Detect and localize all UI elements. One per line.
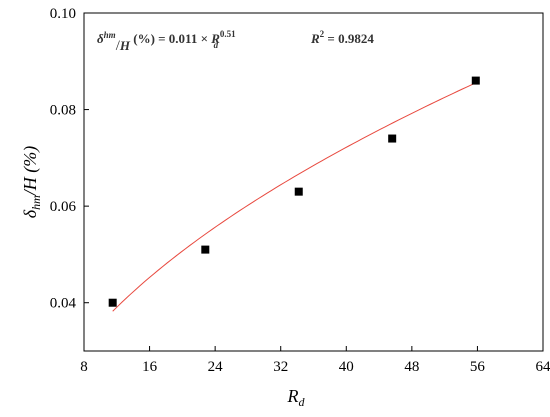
x-tick-label: 48 [404, 359, 419, 375]
x-tick-label: 16 [142, 359, 158, 375]
x-axis-title: Rd [287, 386, 306, 409]
fit-curve [112, 82, 476, 312]
y-axis-title: δhm/H (%) [20, 146, 43, 219]
data-points [108, 76, 480, 307]
x-tick-label: 64 [536, 359, 550, 375]
y-tick-label: 0.08 [50, 103, 76, 119]
y-tick-label: 0.04 [50, 296, 77, 312]
x-tick-label: 56 [470, 359, 486, 375]
x-tick-label: 24 [208, 359, 224, 375]
fit-equation: δhm/H (%) = 0.011 × R0.51 d [97, 29, 236, 54]
x-tick-label: 8 [80, 359, 88, 375]
y-axis: 0.04 0.06 0.08 0.10 [50, 6, 89, 312]
data-point [201, 245, 210, 254]
x-tick-label: 40 [339, 359, 354, 375]
plot-frame [83, 12, 544, 352]
data-point [388, 134, 397, 143]
y-tick-label: 0.06 [50, 199, 77, 215]
y-tick-label: 0.10 [50, 6, 76, 22]
x-axis: 8 16 24 32 40 48 56 64 [80, 346, 550, 375]
data-point [471, 76, 480, 85]
data-point [294, 187, 303, 196]
r-squared: R2 = 0.9824 [310, 29, 374, 46]
x-tick-label: 32 [273, 359, 288, 375]
data-point [108, 298, 117, 307]
